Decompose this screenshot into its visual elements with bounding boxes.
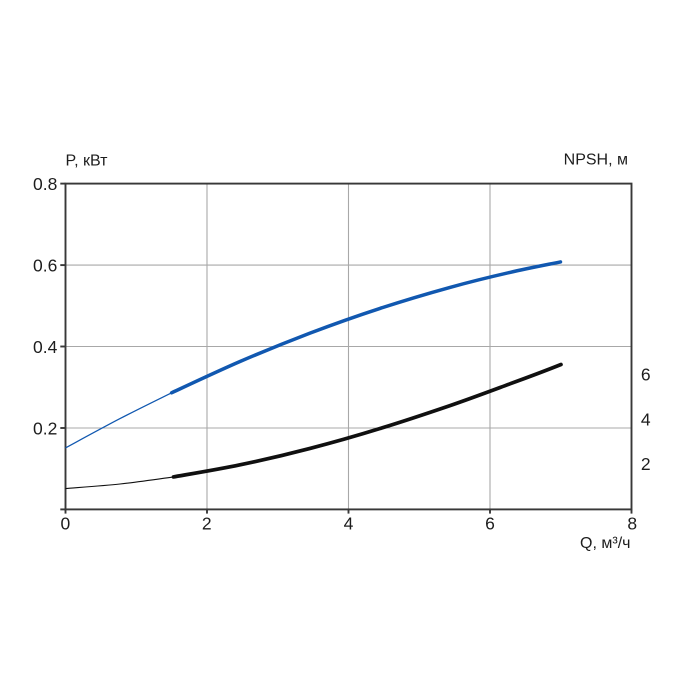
svg-text:2: 2	[641, 454, 651, 474]
svg-text:4: 4	[344, 514, 354, 534]
svg-text:NPSH, м: NPSH, м	[564, 152, 628, 169]
svg-text:0.2: 0.2	[33, 418, 57, 438]
svg-text:0.4: 0.4	[33, 337, 58, 357]
svg-text:6: 6	[485, 514, 495, 534]
svg-text:Q, м³/ч: Q, м³/ч	[580, 535, 630, 552]
svg-text:2: 2	[202, 514, 212, 534]
svg-text:0.8: 0.8	[33, 174, 57, 194]
svg-text:6: 6	[641, 365, 651, 385]
svg-text:4: 4	[641, 409, 651, 429]
svg-text:0: 0	[61, 514, 71, 534]
svg-text:P, кВт: P, кВт	[66, 152, 109, 169]
svg-text:8: 8	[627, 514, 637, 534]
svg-text:0.6: 0.6	[33, 256, 57, 276]
